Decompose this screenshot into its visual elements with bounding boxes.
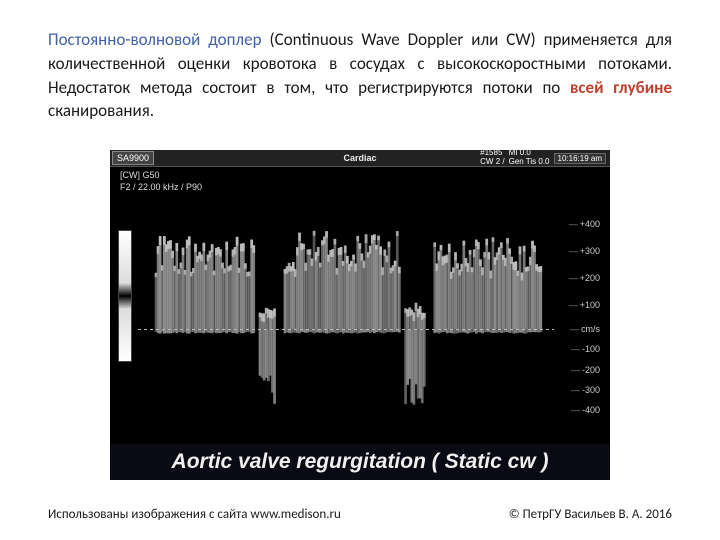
ultrasound-image: SA9900 Cardiac #1585 CW 2 / MI 0.0 Gen T…: [110, 150, 610, 480]
slide: Постоянно-волновой доплер (Continuous Wa…: [0, 0, 720, 540]
us-model: SA9900: [112, 151, 154, 165]
scale-tick: +400: [569, 219, 600, 229]
scale-tick: -300: [571, 385, 600, 395]
us-mode-line2: F2 / 22.00 kHz / P90: [120, 182, 202, 194]
scale-tick: -400: [571, 405, 600, 415]
us-caption: Aortic valve regurgitation ( Static cw ): [110, 444, 610, 480]
grayscale-bar: [118, 230, 132, 362]
body-text-2: сканирования.: [48, 100, 154, 121]
scale-tick: -200: [571, 365, 600, 375]
scale-tick: -100: [571, 344, 600, 354]
body-paragraph: Постоянно-волновой доплер (Continuous Wa…: [48, 28, 672, 123]
scale-tick: +300: [569, 246, 600, 256]
scale-tick: +100: [569, 300, 600, 310]
us-topbar: SA9900 Cardiac #1585 CW 2 / MI 0.0 Gen T…: [110, 150, 610, 167]
title-phrase: Постоянно-волновой доплер: [48, 29, 262, 50]
us-gen: Gen Tis 0.0: [509, 158, 550, 167]
footer-right: © ПетрГУ Васильев В. А. 2016: [509, 507, 672, 522]
footer-left: Использованы изображения с сайта www.med…: [48, 507, 341, 522]
scale-tick: cm/s: [570, 324, 600, 334]
scale-tick: +200: [569, 273, 600, 283]
us-mode-line1: [CW] G50: [120, 170, 202, 182]
us-mode-title: Cardiac: [343, 153, 376, 163]
us-time: 10:16:19 am: [554, 153, 606, 164]
us-mode-info: [CW] G50 F2 / 22.00 kHz / P90: [120, 170, 202, 193]
baseline: [138, 329, 554, 330]
doppler-spectrum: +400+300+200+100cm/s-100-200-300-400: [138, 206, 554, 430]
spectrum-svg: [138, 206, 554, 430]
emphasis: всей глубине: [570, 77, 672, 98]
us-topbar-right: #1585 CW 2 / MI 0.0 Gen Tis 0.0 10:16:19…: [480, 149, 606, 167]
us-cw: CW 2 /: [480, 158, 504, 167]
